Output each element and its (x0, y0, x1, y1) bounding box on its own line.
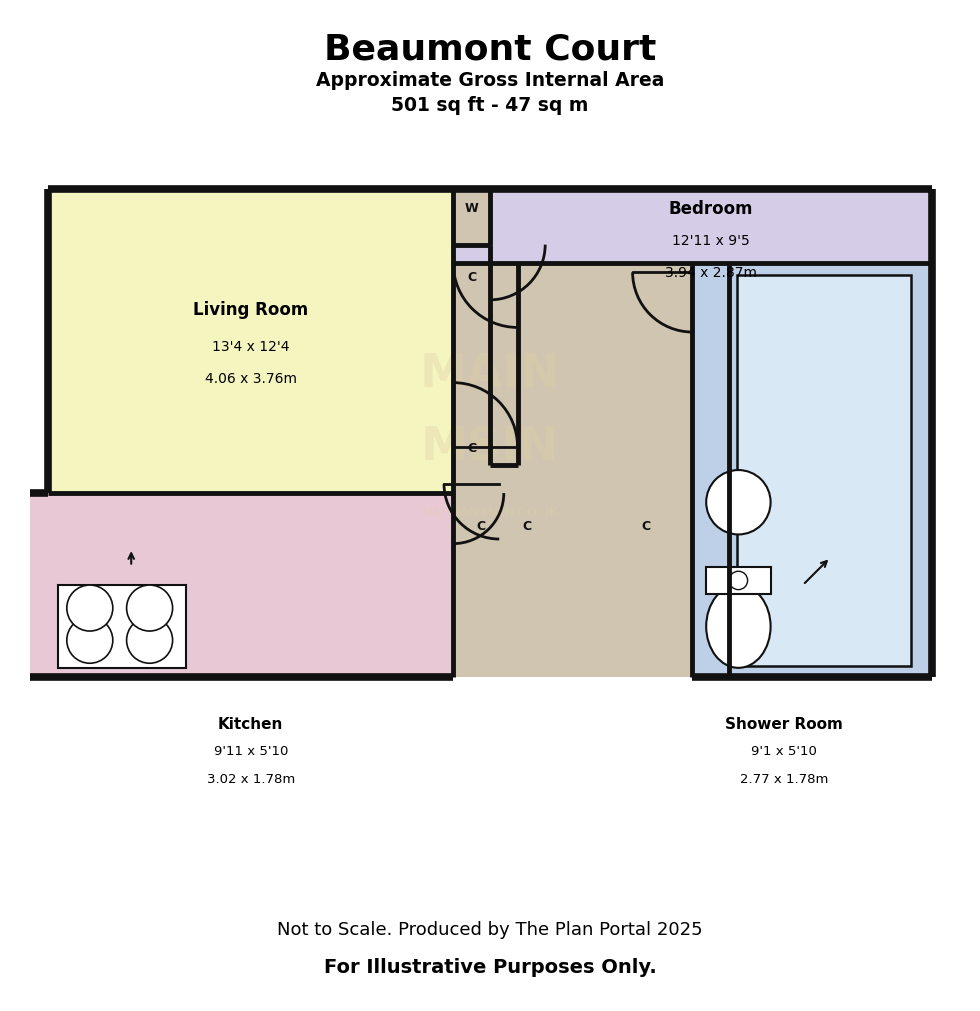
Text: MSIN: MSIN (420, 425, 560, 470)
Text: Living Room: Living Room (193, 300, 309, 318)
Ellipse shape (707, 585, 770, 668)
Text: 2.77 x 1.78m: 2.77 x 1.78m (740, 772, 828, 785)
Text: 9'11 x 5'10: 9'11 x 5'10 (214, 744, 288, 757)
Text: Not to Scale. Produced by The Plan Portal 2025: Not to Scale. Produced by The Plan Porta… (277, 920, 703, 938)
Text: 501 sq ft - 47 sq m: 501 sq ft - 47 sq m (391, 96, 589, 115)
Circle shape (67, 618, 113, 663)
Text: 3.94 x 2.87m: 3.94 x 2.87m (664, 266, 757, 280)
Circle shape (126, 585, 172, 632)
Bar (737, 276, 911, 666)
Text: Kitchen: Kitchen (219, 716, 283, 731)
Bar (58, 585, 186, 668)
Bar (453, 264, 693, 677)
Text: Approximate Gross Internal Area: Approximate Gross Internal Area (316, 71, 664, 90)
Bar (48, 493, 453, 677)
Circle shape (729, 571, 748, 590)
Text: W: W (465, 202, 478, 215)
Bar (0, 493, 48, 677)
Text: C: C (476, 520, 485, 532)
Bar (48, 190, 453, 493)
Bar (693, 264, 932, 677)
Text: MAIN: MAIN (419, 352, 561, 396)
Text: Shower Room: Shower Room (725, 716, 844, 731)
Text: 3.02 x 1.78m: 3.02 x 1.78m (207, 772, 295, 785)
Text: For Illustrative Purposes Only.: For Illustrative Purposes Only. (323, 956, 657, 976)
Circle shape (707, 470, 770, 535)
Bar (453, 190, 932, 264)
Text: MAHNAN MAIN.CO.UK: MAHNAN MAIN.CO.UK (422, 506, 558, 519)
Text: 9'1 x 5'10: 9'1 x 5'10 (752, 744, 817, 757)
Bar (453, 190, 490, 246)
Circle shape (126, 618, 172, 663)
Text: 12'11 x 9'5: 12'11 x 9'5 (672, 234, 750, 248)
Text: 4.06 x 3.76m: 4.06 x 3.76m (205, 372, 297, 385)
Text: C: C (642, 520, 651, 532)
Bar (707, 567, 770, 594)
Text: C: C (467, 441, 476, 454)
Text: Beaumont Court: Beaumont Court (323, 32, 657, 67)
Circle shape (67, 585, 113, 632)
Text: 13'4 x 12'4: 13'4 x 12'4 (212, 340, 289, 354)
Text: C: C (467, 271, 476, 284)
Bar (0, 502, 22, 632)
Text: C: C (522, 520, 531, 532)
Text: Bedroom: Bedroom (668, 199, 753, 217)
